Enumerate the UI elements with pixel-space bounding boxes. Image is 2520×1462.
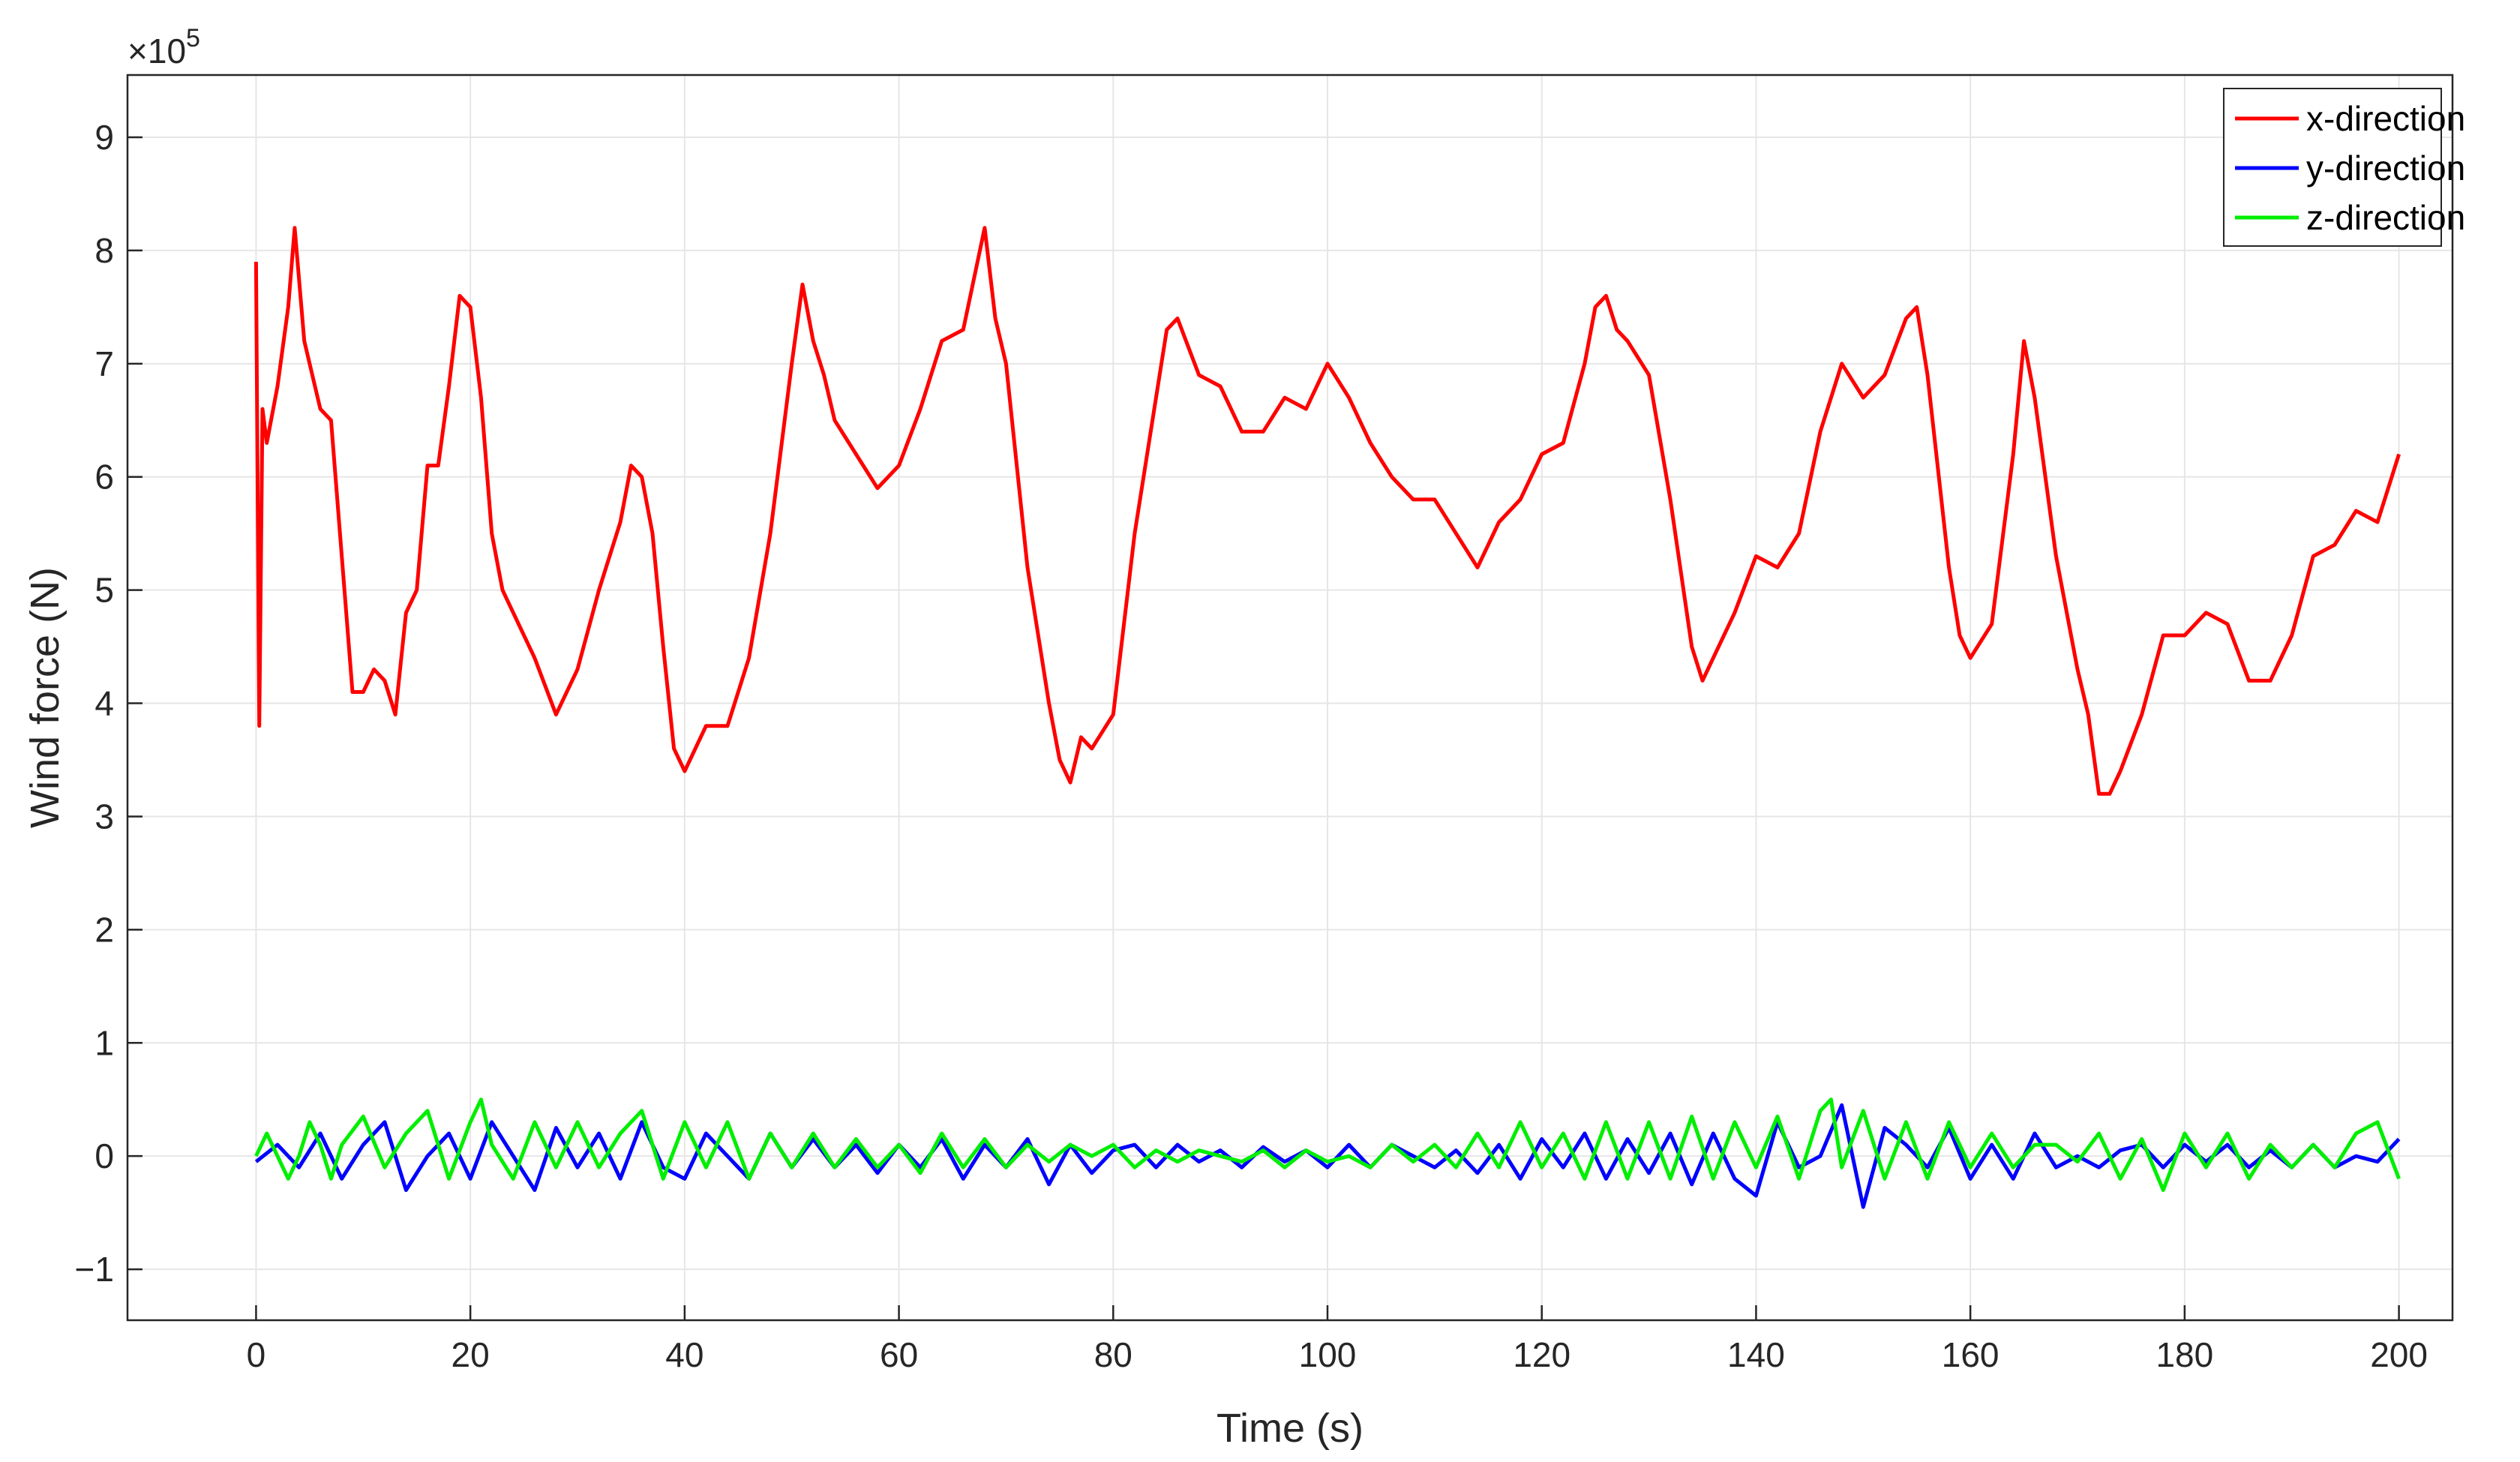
legend-label-z: z-direction <box>2306 198 2465 237</box>
y-tick-label: 3 <box>94 797 114 836</box>
legend-label-y: y-direction <box>2306 149 2465 188</box>
series-line-x-direction <box>254 226 2401 796</box>
legend-label-x: x-direction <box>2306 99 2465 138</box>
y-tick-label: −1 <box>75 1250 114 1289</box>
y-tick-label: 6 <box>94 458 114 497</box>
y-exponent-power: 5 <box>186 24 200 53</box>
y-tick-label: 8 <box>94 231 114 270</box>
x-tick-label: 60 <box>880 1335 918 1374</box>
y-tick-label: 7 <box>94 344 114 383</box>
x-tick-label: 200 <box>2370 1335 2428 1374</box>
y-tick-label: 5 <box>94 571 114 610</box>
y-tick-label: 4 <box>94 684 114 723</box>
y-tick-label: 2 <box>94 910 114 949</box>
x-tick-label: 100 <box>1299 1335 1357 1374</box>
y-tick-label: 1 <box>94 1023 114 1062</box>
y-tick-label: 0 <box>94 1136 114 1175</box>
x-tick-label: 140 <box>1727 1335 1785 1374</box>
grid <box>128 75 2452 1320</box>
x-tick-label: 160 <box>1942 1335 2000 1374</box>
x-tick-label: 80 <box>1094 1335 1132 1374</box>
y-axis-exponent: ×105 <box>128 24 200 71</box>
x-tick-label: 0 <box>247 1335 266 1374</box>
data-series <box>254 226 2401 1209</box>
plot-frame <box>126 74 2454 1322</box>
plot-background <box>128 75 2452 1320</box>
y-exponent-base: ×10 <box>128 32 186 71</box>
axis-ticks: 0 20 40 60 80 100 120 140 160 180 200 −1 0 1 2 3 4 5 6 7 8 9 <box>75 118 2428 1374</box>
legend: x-direction y-direction z-direction <box>2223 88 2465 247</box>
y-axis-label: Wind force (N) <box>22 567 68 828</box>
x-tick-label: 120 <box>1513 1335 1570 1374</box>
x-tick-label: 20 <box>452 1335 490 1374</box>
x-axis-label: Time (s) <box>1216 1406 1364 1451</box>
x-tick-label: 180 <box>2156 1335 2213 1374</box>
y-tick-label: 9 <box>94 118 114 157</box>
series-line-z-direction <box>254 1097 2401 1192</box>
x-tick-label: 40 <box>665 1335 704 1374</box>
